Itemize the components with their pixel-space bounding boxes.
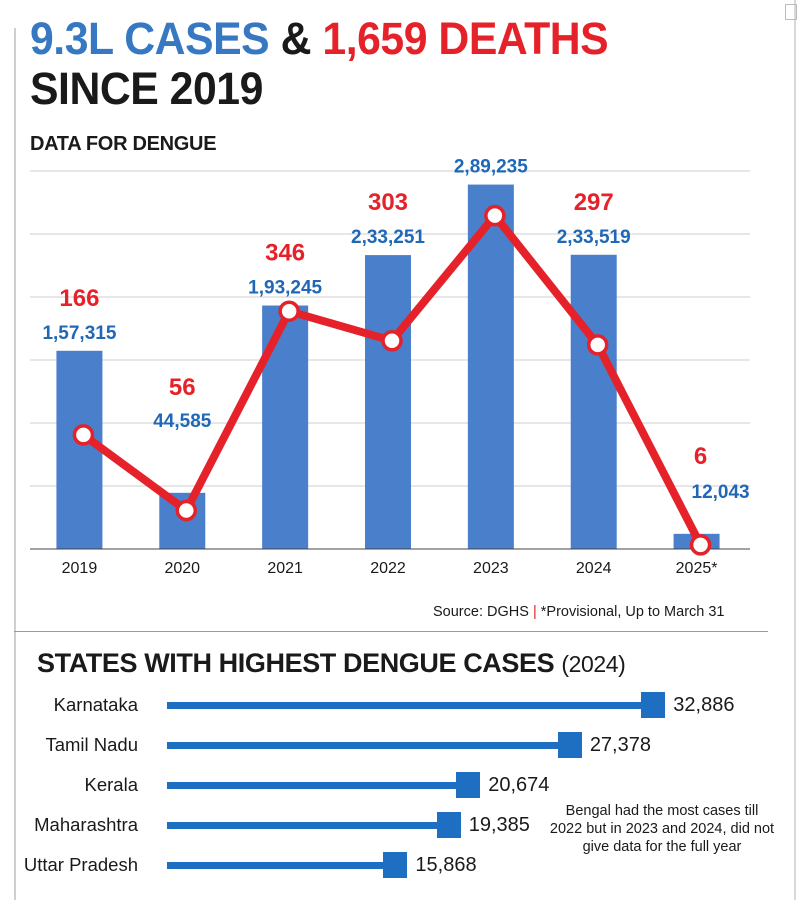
source-separator: |: [532, 604, 537, 620]
cases-data-label: 1,57,315: [42, 323, 116, 344]
deaths-point: [689, 534, 712, 556]
deaths-point: [72, 424, 95, 446]
state-label: Karnataka: [53, 694, 138, 715]
dengue-combo-chart: 2019 2020 2021 2022 2023 2024 2025* 1,57,315 166…: [30, 157, 750, 577]
headline-amp: &: [280, 13, 312, 64]
cases-bar: [365, 255, 411, 549]
deaths-data-label: 166: [59, 285, 99, 312]
state-row: Tamil Nadu 27,378: [0, 732, 780, 758]
deaths-point: [381, 330, 403, 352]
state-bar: [167, 862, 396, 869]
state-row: Maharashtra 19,385: [0, 812, 780, 838]
state-bar: [167, 742, 570, 749]
headline-deaths: 1,659 DEATHS: [322, 13, 609, 64]
x-tick-label: 2022: [370, 560, 406, 577]
deaths-data-label: 6: [694, 443, 707, 470]
frame-left-border: [14, 28, 16, 900]
x-tick-label: 2023: [473, 560, 509, 577]
x-tick-label: 2019: [62, 560, 98, 577]
deaths-point: [175, 499, 198, 522]
source-line: Source: DGHS | *Provisional, Up to March…: [433, 604, 725, 620]
state-label: Uttar Pradesh: [23, 854, 138, 875]
deaths-data-label: 303: [368, 189, 408, 216]
state-bar-cap: [641, 692, 666, 718]
state-label: Kerala: [84, 774, 138, 795]
state-bar-cap: [557, 732, 582, 758]
state-row: Kerala 20,674: [0, 772, 780, 798]
state-label: Tamil Nadu: [45, 734, 138, 755]
deaths-data-label: 56: [169, 374, 196, 401]
cases-data-label: 2,33,519: [557, 227, 631, 248]
cases-data-label: 2,33,251: [351, 227, 425, 248]
cases-data-label: 44,585: [153, 411, 212, 432]
cases-data-label: 12,043: [692, 482, 750, 503]
states-title-text: STATES WITH HIGHEST DENGUE CASES: [37, 648, 555, 678]
deaths-point: [586, 334, 609, 356]
cases-data-label: 1,93,245: [248, 278, 322, 299]
state-bar-cap: [383, 852, 408, 878]
state-bar-cap: [456, 772, 481, 798]
headline: 9.3L CASES & 1,659 DEATHS SINCE 2019: [30, 14, 733, 114]
state-bar: [167, 702, 654, 709]
state-value-label: 15,868: [415, 854, 477, 876]
deaths-point: [278, 300, 300, 322]
deaths-data-label: 297: [574, 189, 614, 216]
corner-mark: [785, 4, 797, 20]
state-row: Uttar Pradesh 15,868: [0, 852, 780, 878]
states-title-year: (2024): [561, 651, 626, 677]
state-value-label: 27,378: [589, 734, 651, 756]
source-note: *Provisional, Up to March 31: [540, 604, 725, 620]
headline-since: SINCE 2019: [30, 63, 263, 114]
x-tick-label: 2021: [267, 560, 303, 577]
cases-bar: [570, 254, 617, 549]
cases-bar: [56, 350, 103, 549]
headline-cases: 9.3L CASES: [30, 13, 270, 64]
bengal-note: Bengal had the most cases till 2022 but …: [549, 803, 775, 855]
section-divider: [14, 631, 768, 632]
state-bar-cap: [436, 812, 461, 838]
state-value-label: 19,385: [468, 814, 530, 836]
state-bar: [167, 782, 469, 789]
state-label: Maharashtra: [34, 814, 138, 835]
source-text: Source: DGHS: [433, 604, 529, 620]
states-title: STATES WITH HIGHEST DENGUE CASES (2024): [37, 648, 626, 679]
deaths-point: [484, 204, 506, 227]
deaths-data-label: 346: [265, 240, 305, 267]
state-bar: [167, 822, 449, 829]
x-tick-label: 2025*: [676, 560, 718, 577]
state-value-label: 32,886: [673, 694, 735, 716]
state-value-label: 20,674: [488, 774, 550, 796]
x-tick-label: 2024: [576, 560, 612, 577]
state-row: Karnataka 32,886: [0, 692, 780, 718]
chart-subtitle: DATA FOR DENGUE: [30, 133, 217, 155]
cases-data-label: 2,89,235: [454, 157, 528, 178]
x-tick-label: 2020: [164, 560, 200, 577]
frame-right-border: [794, 0, 796, 900]
